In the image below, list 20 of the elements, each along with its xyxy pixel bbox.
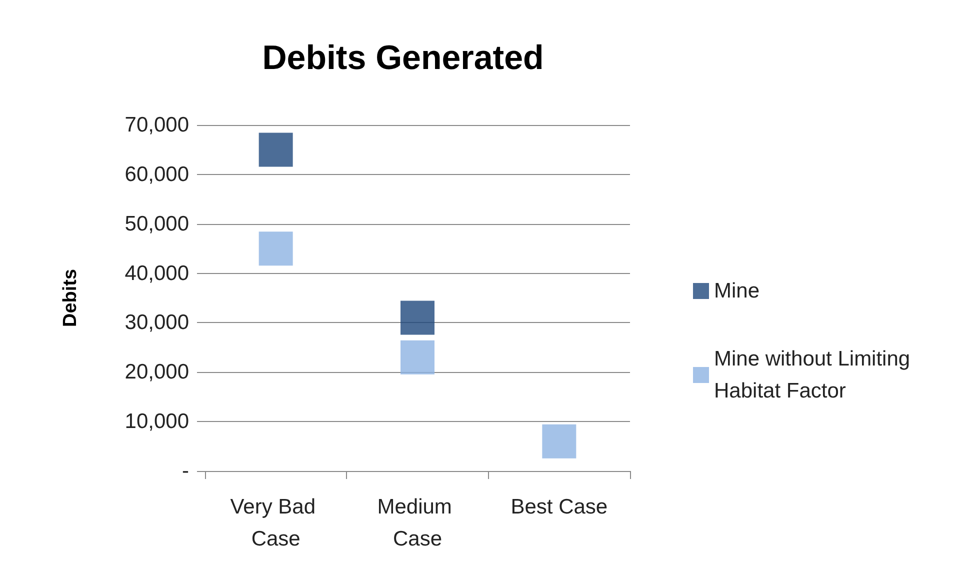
point [258,232,293,266]
chart-title: Debits Generated [262,39,544,77]
x-tick-label: Medium Case [377,496,458,550]
point [400,300,434,335]
y-tick-label: 30,000 [124,311,189,334]
legend-label: Mine [714,280,760,302]
y-tick-label: 40,000 [124,262,189,285]
x-tick-label: Best Case [510,496,608,518]
y-tick-label: 50,000 [124,212,189,236]
y-tick-label: 70,000 [124,114,189,136]
legend-label: Mine without Limiting Habitat Factor [714,348,916,402]
y-tick-label: 60,000 [124,162,189,186]
y-axis-title: Debits [60,268,81,328]
x-tick-label: Very Bad Case [230,496,322,550]
point [258,132,293,167]
y-tick-label: - [182,460,189,482]
y-tick-label: 20,000 [124,360,189,384]
point [542,424,576,458]
y-tick-label: 10,000 [124,410,189,434]
point [400,340,434,374]
